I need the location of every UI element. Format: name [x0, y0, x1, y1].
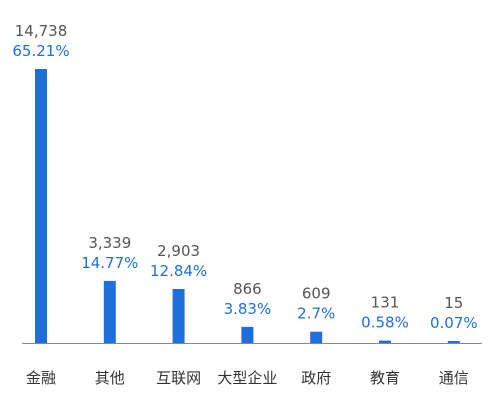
percent-label: 65.21%: [12, 42, 69, 60]
bar: [447, 341, 460, 343]
bars-group: [35, 69, 460, 343]
percent-label: 3.83%: [224, 300, 272, 318]
bar: [241, 326, 254, 343]
percent-label: 0.07%: [430, 314, 478, 332]
category-label: 教育: [370, 369, 400, 387]
percent-label: 0.58%: [361, 314, 409, 332]
category-label: 大型企业: [217, 369, 277, 387]
count-label: 866: [233, 280, 262, 298]
count-label: 131: [371, 294, 400, 312]
bar: [172, 289, 185, 343]
count-label: 609: [302, 285, 331, 303]
percent-label: 12.84%: [150, 262, 207, 280]
count-label: 15: [444, 294, 463, 312]
category-label: 互联网: [156, 369, 201, 387]
percent-label: 14.77%: [81, 254, 138, 272]
count-label: 3,339: [88, 234, 131, 252]
count-label: 14,738: [15, 22, 68, 40]
category-label: 通信: [439, 369, 469, 387]
bar: [379, 340, 391, 343]
category-label: 其他: [95, 369, 125, 387]
labels-group: 65.21% 14,738 金融 14.77% 3,339 其他 12.84% 2,903 互联…: [12, 22, 477, 387]
category-label: 金融: [26, 369, 56, 387]
bar: [35, 69, 47, 343]
bar: [310, 331, 323, 343]
category-label: 政府: [301, 369, 331, 387]
count-label: 2,903: [157, 242, 200, 260]
bar: [103, 280, 116, 343]
percent-label: 2.7%: [297, 305, 335, 323]
